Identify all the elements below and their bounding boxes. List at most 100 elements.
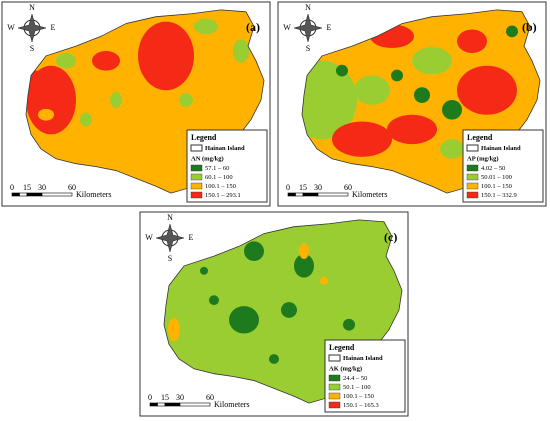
- zone: [440, 139, 464, 159]
- zone: [168, 317, 180, 342]
- zone: [354, 75, 390, 105]
- legend-label: 100.1 – 150: [343, 393, 374, 400]
- scale-label: 0: [148, 393, 152, 402]
- scale-segment: [11, 192, 20, 197]
- compass-letter: N: [29, 3, 35, 12]
- legend-swatch: [328, 392, 341, 400]
- legend-label: 60.1 – 100: [205, 174, 233, 181]
- scale-label: 15: [299, 183, 307, 192]
- scale-segment: [164, 402, 181, 407]
- legend-label: 50.01 – 100: [481, 174, 512, 181]
- legend-swatch: [190, 164, 203, 172]
- legend-label: 50.1 – 100: [343, 384, 371, 391]
- scale-label: 0: [10, 183, 14, 192]
- scale-label: 60: [206, 393, 214, 402]
- zone: [506, 25, 518, 38]
- legend-swatch: [328, 383, 341, 391]
- legend-swatch: [466, 173, 479, 181]
- zone: [269, 354, 279, 364]
- legend-label: 4.02 – 50: [481, 165, 505, 172]
- boundary-swatch: [328, 354, 341, 362]
- scale-segment: [287, 192, 296, 197]
- boundary-label: Hainan Island: [205, 145, 245, 152]
- compass-letter: W: [145, 233, 153, 242]
- zone: [414, 87, 430, 103]
- panel-label: (b): [522, 20, 537, 34]
- zone: [336, 64, 348, 77]
- zone: [294, 254, 314, 278]
- panel-label: (c): [384, 230, 397, 244]
- scale-segment: [179, 402, 211, 407]
- compass-letter: S: [168, 254, 172, 263]
- zone: [442, 100, 462, 120]
- scale-unit: Kilometers: [214, 400, 250, 409]
- scale-unit: Kilometers: [352, 190, 388, 199]
- scale-label: 15: [161, 393, 169, 402]
- boundary-swatch: [190, 144, 203, 152]
- zone: [38, 108, 54, 121]
- legend-swatch: [190, 191, 203, 199]
- zone: [209, 295, 219, 306]
- zone: [80, 112, 92, 127]
- zone: [343, 318, 355, 331]
- scale-label: 60: [68, 183, 76, 192]
- map-panel: (c) N S W E Legend Hainan Island AK (mg/kg) 24.4…: [139, 211, 409, 417]
- legend-label: 100.1 – 150: [481, 183, 512, 190]
- legend-swatch: [190, 182, 203, 190]
- boundary-label: Hainan Island: [343, 355, 383, 362]
- compass-letter: E: [327, 23, 332, 32]
- compass-letter: W: [7, 23, 15, 32]
- legend-label: 150.1 – 332.9: [481, 192, 517, 199]
- scale-unit: Kilometers: [76, 190, 112, 199]
- compass-letter: N: [305, 3, 311, 12]
- zone: [179, 93, 193, 107]
- compass-letter: S: [30, 44, 34, 53]
- panel-label: (a): [246, 20, 260, 34]
- zone: [194, 18, 218, 35]
- compass: N S W E: [7, 3, 55, 53]
- compass: N S W E: [283, 3, 331, 53]
- compass-letter: S: [306, 44, 310, 53]
- scale-label: 60: [344, 183, 352, 192]
- scale-label: 30: [314, 183, 322, 192]
- zone: [92, 51, 120, 71]
- zone: [299, 243, 309, 260]
- scale-label: 15: [23, 183, 31, 192]
- zones: [26, 18, 249, 135]
- zone: [412, 47, 452, 75]
- legend-swatch: [328, 401, 341, 409]
- legend-swatch: [190, 173, 203, 181]
- compass-star: [17, 13, 47, 43]
- compass-letter: E: [51, 23, 56, 32]
- compass: N S W E: [145, 213, 193, 263]
- scale-segment: [302, 192, 319, 197]
- zone: [320, 276, 328, 285]
- zone: [457, 65, 517, 115]
- compass-star: [293, 13, 323, 43]
- scale-segment: [19, 192, 28, 197]
- legend-title: Legend: [191, 133, 217, 142]
- legend-title: Legend: [467, 133, 493, 142]
- boundary-swatch: [466, 144, 479, 152]
- scale-segment: [41, 192, 73, 197]
- zone: [56, 52, 76, 69]
- zone: [387, 114, 437, 145]
- compass-star: [155, 223, 185, 253]
- legend-label: 150.1 – 165.3: [343, 402, 379, 409]
- map-panel: (b) N S W E Legend Hainan Island AP (mg/kg) 4.02…: [277, 1, 547, 207]
- legend: Legend Hainan Island AK (mg/kg) 24.4 – 50 50…: [324, 339, 406, 413]
- legend-swatch: [466, 164, 479, 172]
- zone: [244, 241, 264, 261]
- legend: Legend Hainan Island AP (mg/kg) 4.02 – 50 50…: [462, 129, 544, 203]
- scale-segment: [295, 192, 304, 197]
- legend-label: 24.4 – 50: [343, 375, 367, 382]
- scale-label: 30: [38, 183, 46, 192]
- legend-swatch: [466, 182, 479, 190]
- zone: [138, 21, 194, 91]
- compass-letter: W: [283, 23, 291, 32]
- zones: [168, 241, 355, 364]
- scale-label: 0: [286, 183, 290, 192]
- boundary-label: Hainan Island: [481, 145, 521, 152]
- zone: [233, 39, 249, 63]
